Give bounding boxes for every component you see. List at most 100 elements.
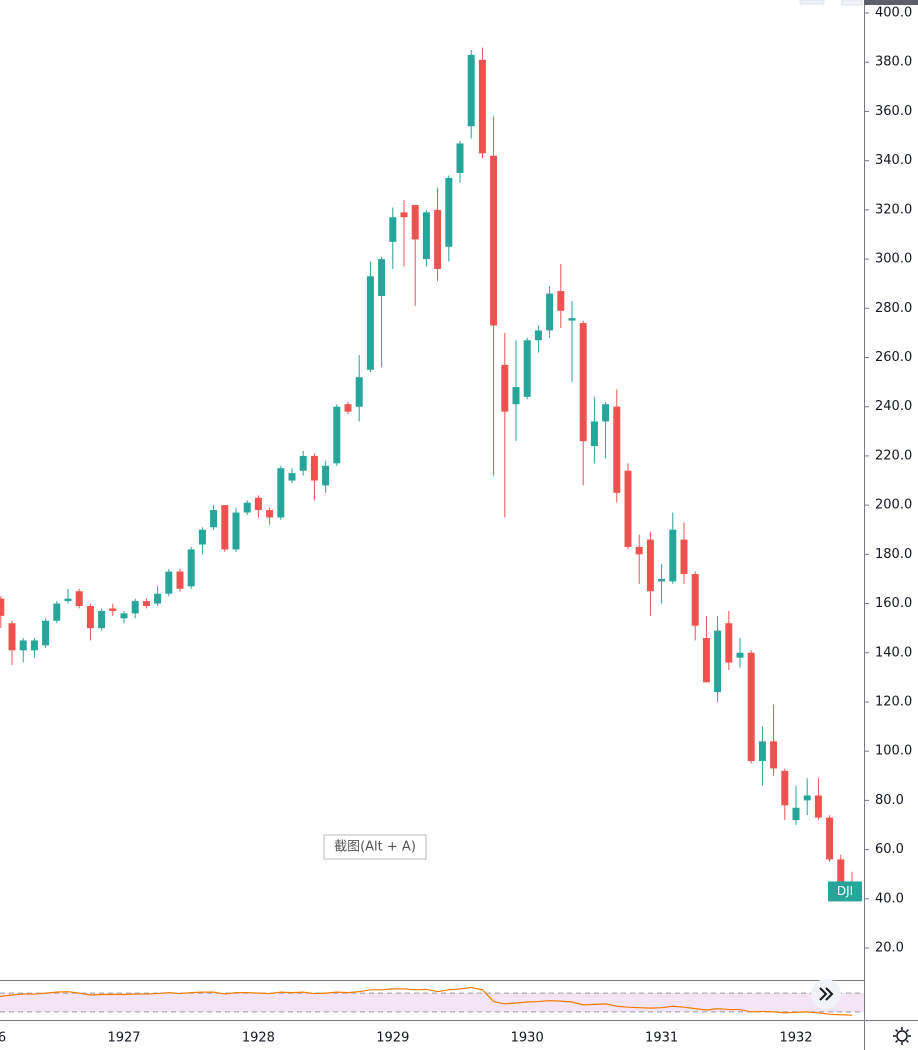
candle-body <box>792 807 800 821</box>
candle-body <box>770 741 778 769</box>
candle-body <box>680 539 688 575</box>
y-tick-label: 140.0 <box>875 645 912 660</box>
y-tick-label: 360.0 <box>875 104 912 119</box>
indicator-pane <box>0 986 864 1016</box>
candle-body <box>523 340 531 397</box>
y-tick-label: 380.0 <box>875 55 912 70</box>
x-tick-label: 1932 <box>779 1031 812 1046</box>
y-tick-label: 60.0 <box>875 842 904 857</box>
scroll-icon[interactable] <box>819 987 834 1001</box>
gear-icon[interactable] <box>896 1030 908 1042</box>
candle-body <box>546 293 554 331</box>
candle-body <box>669 529 677 582</box>
candle-body <box>53 603 61 621</box>
candle-body <box>736 652 744 658</box>
candle-body <box>445 177 453 247</box>
candle-body <box>0 598 5 616</box>
y-tick-label: 200.0 <box>875 498 912 513</box>
candle-body <box>434 209 442 269</box>
y-tick-label: 160.0 <box>875 596 912 611</box>
candle-body <box>803 795 811 801</box>
y-tick-label: 240.0 <box>875 399 912 414</box>
x-tick-label: 1929 <box>376 1031 409 1046</box>
candle-body <box>86 606 94 629</box>
candle-body <box>243 502 251 513</box>
y-tick-label: 340.0 <box>875 153 912 168</box>
candle-body <box>64 598 72 602</box>
candle-body <box>19 640 27 651</box>
candle-body <box>646 539 654 592</box>
candle-body <box>322 465 330 486</box>
candle-body <box>42 620 50 646</box>
y-tick-label: 300.0 <box>875 252 912 267</box>
candle-body <box>590 421 598 447</box>
x-tick-label: 1928 <box>242 1031 275 1046</box>
y-tick-label: 80.0 <box>875 793 904 808</box>
candle-body <box>490 155 498 326</box>
y-tick-label: 120.0 <box>875 694 912 709</box>
symbol-label: DJI <box>837 884 853 898</box>
candle-body <box>366 276 374 370</box>
candle-body <box>266 510 274 518</box>
candle-body <box>568 318 576 321</box>
candle-body <box>534 330 542 341</box>
candle-body <box>154 593 162 604</box>
y-tick-label: 180.0 <box>875 547 912 562</box>
toolbar-button[interactable] <box>841 0 863 6</box>
candle-body <box>277 468 285 518</box>
candle-body <box>378 259 386 296</box>
candle-body <box>8 623 16 651</box>
tooltip: 截图(Alt + A) <box>334 840 416 855</box>
candle-body <box>758 741 766 762</box>
candle-body <box>120 613 128 619</box>
candle-body <box>467 54 475 127</box>
candle-body <box>411 204 419 240</box>
candle-body <box>613 406 621 493</box>
candle-body <box>635 546 643 555</box>
y-tick-label: 20.0 <box>875 941 904 956</box>
candle-body <box>333 406 341 464</box>
y-tick-label: 100.0 <box>875 744 912 759</box>
x-tick-label: 1930 <box>511 1031 544 1046</box>
candle-body <box>602 404 610 422</box>
candle-body <box>288 473 296 481</box>
candle-body <box>232 512 240 550</box>
candle-body <box>310 455 318 481</box>
candle-body <box>210 510 218 528</box>
last-price-tag <box>828 881 862 902</box>
y-tick-label: 260.0 <box>875 350 912 365</box>
candle-body <box>691 574 699 626</box>
price-scale-header <box>864 0 918 5</box>
candle-body <box>75 591 83 607</box>
candle-body <box>557 291 565 311</box>
candle-body <box>422 212 430 260</box>
tooltip-box <box>323 834 427 860</box>
x-tick-label: 1926 <box>0 1031 6 1046</box>
candle-body <box>781 770 789 806</box>
settings-button[interactable] <box>893 1027 911 1045</box>
candle-body <box>344 404 352 412</box>
candle-body <box>109 608 117 611</box>
candle-body <box>30 640 38 651</box>
candle-body <box>389 217 397 242</box>
candle-body <box>837 859 845 887</box>
candle-body <box>478 59 486 154</box>
candle-body <box>456 143 464 173</box>
toolbar-button[interactable] <box>799 0 825 5</box>
candle-body <box>725 623 733 663</box>
plot-area <box>0 47 856 894</box>
scroll-button[interactable] <box>811 979 841 1009</box>
candle-body <box>165 571 173 594</box>
indicator-band <box>0 993 864 1012</box>
candle-body <box>512 387 520 405</box>
indicator-line <box>0 986 853 1016</box>
candle-body <box>198 529 206 545</box>
candle-body <box>624 470 632 547</box>
candle-body <box>131 601 139 614</box>
y-tick-label: 400.0 <box>875 6 912 21</box>
gear-teeth[interactable] <box>893 1027 911 1045</box>
candle-body <box>747 652 755 762</box>
y-tick-label: 220.0 <box>875 448 912 463</box>
y-tick-label: 280.0 <box>875 301 912 316</box>
